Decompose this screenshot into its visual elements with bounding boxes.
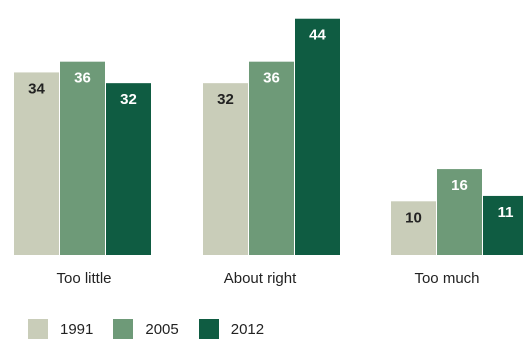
bar-2012-about-right xyxy=(295,18,340,255)
legend-item-2005: 2005 xyxy=(113,319,179,339)
category-label-too-much: Too much xyxy=(414,270,479,287)
bar-2005-too-little xyxy=(60,61,105,256)
category-label-too-little: Too little xyxy=(56,270,111,287)
bar-2005-about-right xyxy=(249,61,294,256)
bar-2012-too-little xyxy=(106,83,151,255)
data-label-2005-too-little: 36 xyxy=(74,70,91,87)
bar-2012-too-much xyxy=(483,195,523,255)
data-label-2012-too-much: 11 xyxy=(498,204,514,221)
legend-swatch-2005 xyxy=(113,319,134,339)
category-label-about-right: About right xyxy=(224,270,297,287)
bar-labels-group: 34 36 32 32 36 44 10 16 11 xyxy=(28,27,513,227)
legend-label-2012: 2012 xyxy=(230,320,265,338)
bar-1991-too-little xyxy=(14,72,59,255)
legend-label-2005: 2005 xyxy=(145,320,179,338)
legend: 1991 2005 2012 xyxy=(28,319,284,339)
data-label-2012-about-right: 44 xyxy=(309,27,326,44)
category-labels-group: Too little About right Too much xyxy=(56,270,479,287)
data-label-1991-about-right: 32 xyxy=(217,91,234,108)
bars-group xyxy=(14,18,523,256)
legend-label-1991: 1991 xyxy=(60,320,94,338)
data-label-1991-too-little: 34 xyxy=(28,80,45,97)
legend-item-1991: 1991 xyxy=(28,319,93,339)
bar-1991-about-right xyxy=(203,83,248,255)
data-label-2005-too-much: 16 xyxy=(451,177,468,194)
bar-2005-too-much xyxy=(437,169,482,255)
legend-item-2012: 2012 xyxy=(198,319,265,339)
data-label-2012-too-little: 32 xyxy=(120,91,137,108)
data-label-1991-too-much: 10 xyxy=(405,209,422,226)
bar-1991-too-much xyxy=(391,201,436,255)
data-label-2005-about-right: 36 xyxy=(263,70,280,87)
legend-swatch-1991 xyxy=(28,319,48,339)
legend-swatch-2012 xyxy=(198,319,219,339)
